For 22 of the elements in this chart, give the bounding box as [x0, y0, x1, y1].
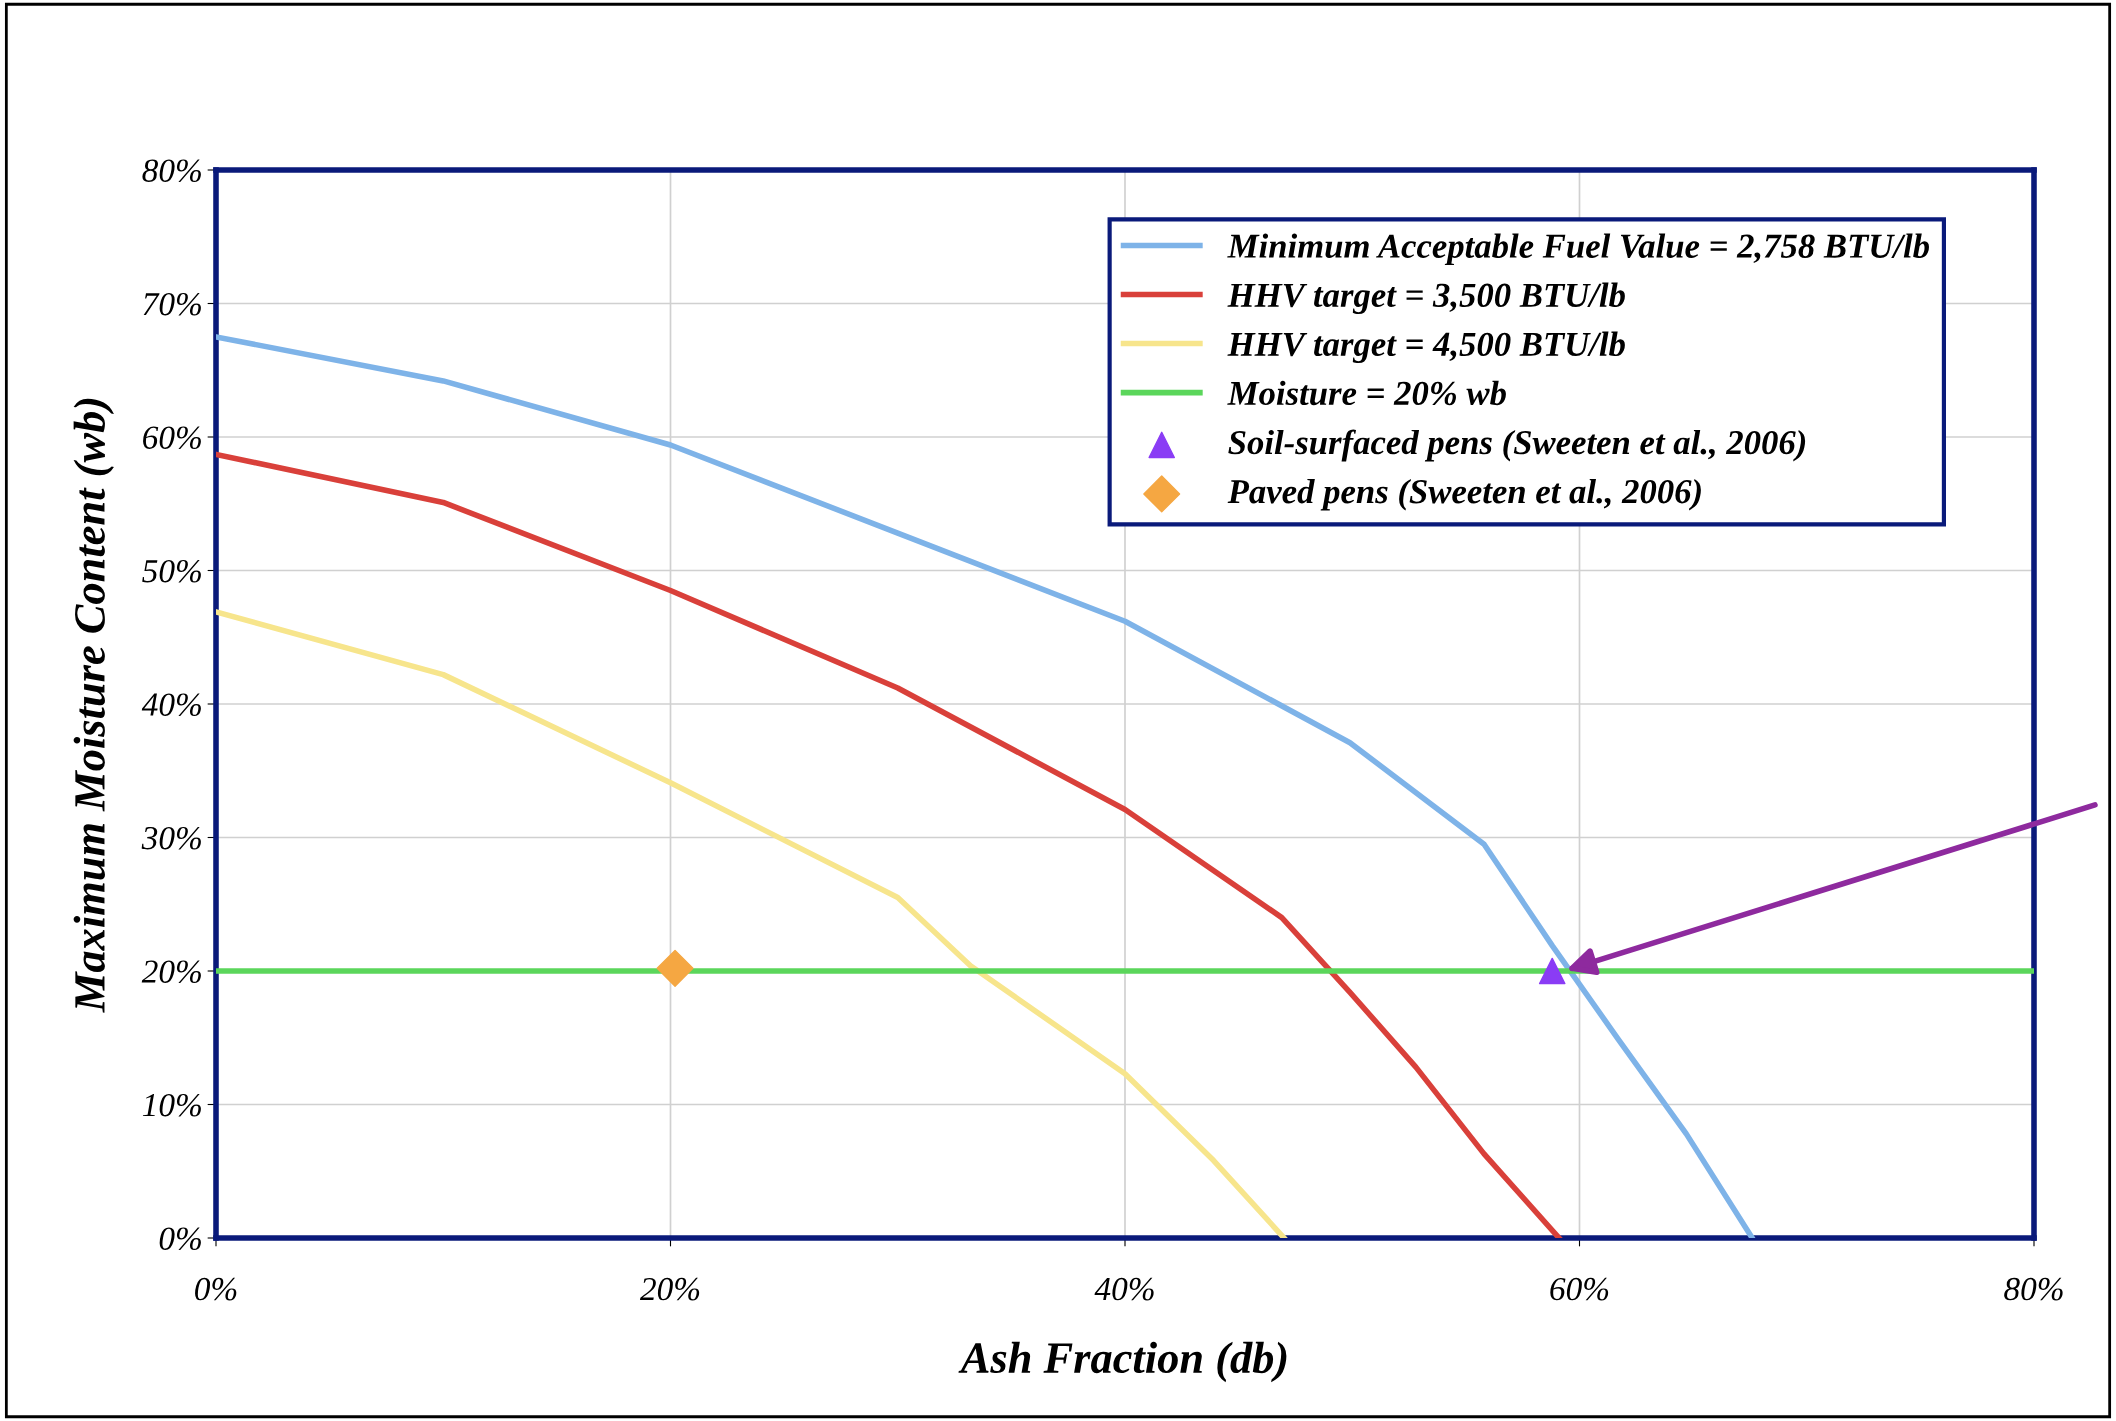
legend-label: HHV target = 3,500 BTU/lb [1227, 282, 1625, 315]
legend-label: Paved pens (Sweeten et al., 2006) [1227, 478, 1701, 511]
legend-label: Moisture = 20% wb [1227, 380, 1506, 406]
y-tick-label: 50% [142, 559, 201, 583]
x-tick-label: 80% [2004, 1277, 2063, 1301]
y-tick-label: 80% [142, 159, 201, 182]
y-tick-label: 40% [141, 693, 201, 716]
x-tick-label: 0% [195, 1277, 237, 1301]
legend-label: Soil-surfaced pens (Sweeten et al., 2006) [1228, 429, 1806, 462]
legend-label: Minimum Acceptable Fuel Value = 2,758 BTU/lb [1227, 233, 1929, 265]
y-tick-label: 10% [142, 1093, 201, 1117]
y-tick-label: 60% [143, 426, 201, 449]
y-tick-label: 0% [159, 1227, 201, 1250]
x-tick-label: 40% [1094, 1277, 1154, 1301]
x-tick-label: 20% [639, 1277, 700, 1301]
x-axis-title: Ash Fraction (db) [958, 1341, 1287, 1383]
x-tick-label: 60% [1550, 1277, 1609, 1301]
y-tick-label: 20% [141, 960, 201, 983]
y-axis-title: Maximum Moisture Content (wb) [73, 398, 114, 1013]
y-tick-label: 70% [143, 292, 201, 316]
legend-label: HHV target = 4,500 BTU/lb [1227, 331, 1625, 364]
y-tick-label: 30% [141, 826, 201, 850]
